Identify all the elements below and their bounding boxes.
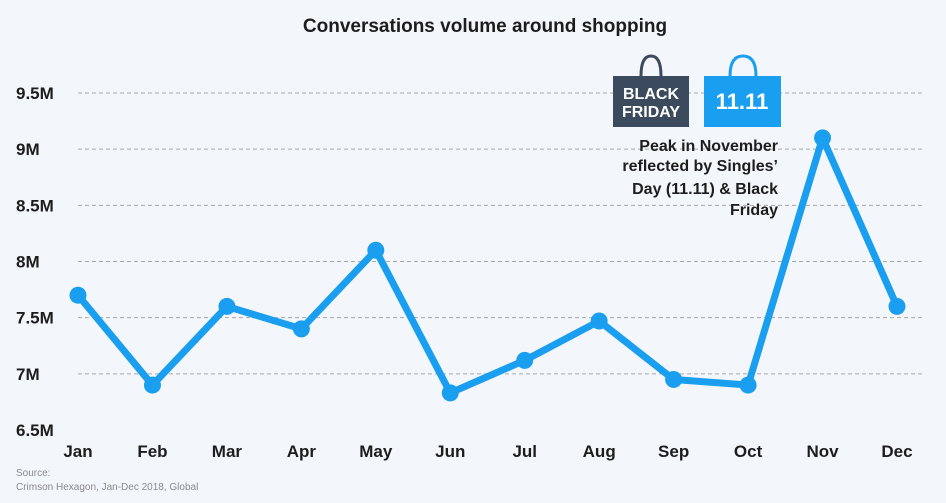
y-tick-label: 6.5M <box>16 421 54 440</box>
x-tick-label: Aug <box>583 442 616 461</box>
data-point <box>516 351 534 369</box>
x-tick-label: Oct <box>734 442 763 461</box>
series-line <box>74 134 901 397</box>
y-tick-label: 8M <box>16 253 40 272</box>
x-tick-label: May <box>359 442 393 461</box>
source-text: Crimson Hexagon, Jan-Dec 2018, Global <box>16 482 198 493</box>
data-point <box>590 312 608 330</box>
black-friday-bag-icon: BLACK FRIDAY <box>613 54 689 127</box>
singles-day-label: 11.11 <box>716 89 769 114</box>
x-tick-label: Nov <box>806 442 839 461</box>
x-tick-label: Jul <box>512 442 537 461</box>
x-tick-label: Jun <box>435 442 465 461</box>
y-tick-label: 9.5M <box>16 84 54 103</box>
data-point <box>814 129 832 147</box>
singles-day-bag-icon: 11.11 <box>704 54 781 127</box>
data-point <box>143 376 161 394</box>
data-point <box>739 376 757 394</box>
y-tick-label: 9M <box>16 140 40 159</box>
annotation-line-4: Friday <box>730 202 778 219</box>
chart-title: Conversations volume around shopping <box>303 16 667 37</box>
x-tick-label: Apr <box>287 442 317 461</box>
data-point <box>69 286 87 304</box>
x-tick-label: Jan <box>63 442 92 461</box>
series-layer <box>69 129 906 402</box>
black-friday-line-1: BLACK <box>623 86 679 103</box>
x-tick-label: Sep <box>658 442 689 461</box>
x-axis-labels: Jan Feb Mar Apr May Jun Jul Aug Sep Oct Nov Dec <box>63 442 912 461</box>
annotation-line-1: Peak in November <box>639 138 778 155</box>
x-tick-label: Feb <box>137 442 167 461</box>
y-axis-labels: 6.5M 7M 7.5M 8M 8.5M 9M 9.5M <box>16 84 54 440</box>
black-friday-line-2: FRIDAY <box>622 104 680 121</box>
data-point <box>665 370 683 388</box>
data-point <box>441 384 459 402</box>
source-label: Source: <box>16 468 50 479</box>
data-point <box>218 297 236 315</box>
data-point <box>292 320 310 338</box>
data-point <box>888 297 906 315</box>
x-tick-label: Mar <box>212 442 243 461</box>
annotation-line-2: reflected by Singles’ <box>622 158 778 175</box>
y-tick-label: 7.5M <box>16 309 54 328</box>
peak-annotation: Peak in November reflected by Singles’ D… <box>622 138 778 219</box>
annotation-line-3: Day (11.11) & Black <box>632 181 778 198</box>
data-point <box>367 241 385 259</box>
y-tick-label: 7M <box>16 365 40 384</box>
y-tick-label: 8.5M <box>16 196 54 215</box>
x-tick-label: Dec <box>881 442 912 461</box>
